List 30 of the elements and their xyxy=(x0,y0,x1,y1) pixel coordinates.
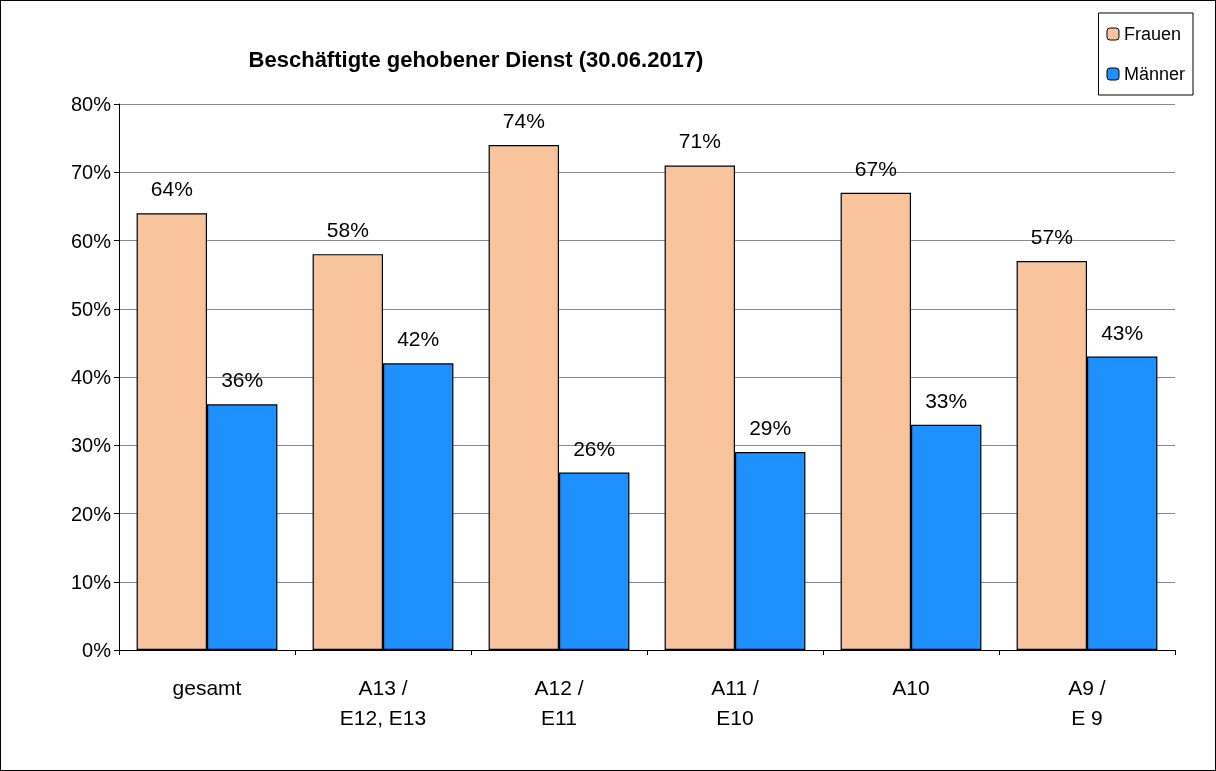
data-label: 58% xyxy=(326,218,369,242)
data-label: 36% xyxy=(221,368,264,392)
x-tick-label: A13 / E12, E13 xyxy=(339,675,427,729)
chart-title: Beschäftigte gehobener Dienst (30.06.2017) xyxy=(248,46,704,72)
y-tick-label: 0% xyxy=(82,639,112,661)
x-tick-label: A10 xyxy=(892,675,930,699)
y-tick-label: 70% xyxy=(70,161,112,184)
x-tick-label: A9 / E 9 xyxy=(1068,675,1106,729)
legend-label: Frauen xyxy=(1123,24,1182,44)
legend-label: Männer xyxy=(1123,64,1186,84)
y-tick-label: 80% xyxy=(70,93,112,115)
data-label: 33% xyxy=(925,388,968,412)
y-tick-label: 30% xyxy=(70,434,112,457)
y-tick-label: 60% xyxy=(70,229,112,252)
y-tick-label: 40% xyxy=(70,366,112,388)
x-tick-label: gesamt xyxy=(172,675,242,699)
data-label: 74% xyxy=(502,108,545,132)
data-label: 67% xyxy=(854,156,897,180)
data-label: 64% xyxy=(150,177,193,201)
x-tick-label: A11 / E10 xyxy=(711,675,759,729)
data-label: 43% xyxy=(1101,320,1144,344)
y-tick-label: 50% xyxy=(70,297,112,320)
data-label: 26% xyxy=(573,436,616,460)
data-label: 71% xyxy=(678,129,721,153)
data-label: 29% xyxy=(749,416,792,440)
x-tick-label: A12 / E11 xyxy=(534,675,584,729)
data-label: 42% xyxy=(397,327,440,351)
data-label: 57% xyxy=(1030,224,1073,248)
y-tick-label: 20% xyxy=(70,502,112,525)
y-tick-label: 10% xyxy=(70,570,112,593)
